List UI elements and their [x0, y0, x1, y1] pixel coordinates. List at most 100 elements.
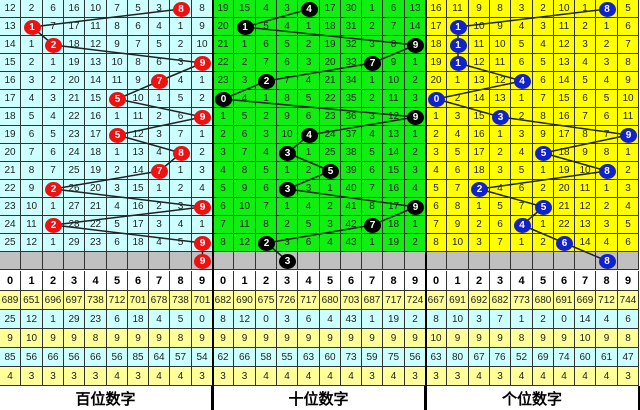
- drawn-digit-ball: 4: [300, 1, 318, 17]
- stat-cell: 8: [170, 329, 192, 348]
- stat-cell: 4: [298, 367, 320, 386]
- grid-cell: 4: [43, 108, 64, 126]
- grid-cell: 14: [85, 72, 107, 90]
- grid-cell: 18: [0, 108, 21, 126]
- digit-header: 5: [320, 271, 341, 291]
- grid-cell: 1: [596, 180, 618, 198]
- grid-cell: 6: [128, 18, 149, 36]
- grid-cell: 2: [298, 36, 320, 54]
- grid-cell: 2: [362, 90, 383, 108]
- grid-cell: 3: [256, 126, 277, 144]
- stat-cell: 14: [575, 310, 596, 329]
- grid-cell: 1: [533, 216, 554, 234]
- grid-cell: [511, 252, 533, 270]
- grid-cell: 6: [596, 108, 618, 126]
- grid-cell: 16: [85, 108, 107, 126]
- grid-cell: 7: [21, 144, 43, 162]
- drawn-digit-ball: 5: [109, 91, 126, 107]
- grid-cell: 4: [320, 234, 341, 252]
- grid-cell: 4: [511, 18, 533, 36]
- grid-cell: 5: [511, 162, 533, 180]
- stat-cell: 692: [469, 291, 490, 310]
- grid-cell: 6: [234, 126, 256, 144]
- grid-cell: 5: [170, 90, 192, 108]
- grid-cell: 7: [362, 180, 383, 198]
- drawn-digit-ball: 5: [535, 199, 552, 215]
- stat-cell: 4: [383, 367, 405, 386]
- stat-cell: 4: [256, 367, 277, 386]
- stat-cell: 10: [426, 329, 447, 348]
- stat-cell: 60: [320, 348, 341, 367]
- stat-cell: 3: [21, 367, 43, 386]
- grid-cell: 3: [533, 18, 554, 36]
- grid-cell: 18: [554, 144, 575, 162]
- grid-cell: 9: [618, 72, 639, 90]
- grid-cell: 10: [21, 198, 43, 216]
- stat-cell: 3: [85, 367, 107, 386]
- grid-cell: 3: [298, 180, 320, 198]
- stat-cell: 4: [170, 367, 192, 386]
- grid-cell: 25: [320, 144, 341, 162]
- grid-cell: 7: [533, 90, 554, 108]
- grid-cell: 9: [447, 216, 469, 234]
- digit-header: 6: [554, 271, 575, 291]
- grid-cell: 4: [405, 180, 426, 198]
- grid-cell: 10: [490, 36, 511, 54]
- drawn-digit-ball: 3: [492, 109, 509, 125]
- grid-cell: 3: [362, 36, 383, 54]
- stat-cell: 3: [447, 367, 469, 386]
- stat-cell: 3: [277, 310, 298, 329]
- stat-cell: 57: [170, 348, 192, 367]
- stat-cell: 9: [447, 329, 469, 348]
- stat-cell: 4: [149, 310, 170, 329]
- grid-cell: 4: [298, 72, 320, 90]
- grid-cell: 13: [490, 90, 511, 108]
- grid-cell: 3: [277, 234, 298, 252]
- grid-cell: 7: [43, 162, 64, 180]
- grid-cell: 1: [320, 180, 341, 198]
- grid-cell: 21: [85, 198, 107, 216]
- grid-cell: 15: [383, 162, 405, 180]
- grid-cell: 1: [149, 180, 170, 198]
- stat-cell: 8: [85, 329, 107, 348]
- grid-cell: 17: [383, 198, 405, 216]
- grid-cell: 10: [618, 90, 639, 108]
- grid-cell: 11: [383, 90, 405, 108]
- drawn-digit-ball: 2: [258, 73, 275, 89]
- grid-cell: 23: [320, 108, 341, 126]
- digit-header: 6: [341, 271, 362, 291]
- grid-cell: [256, 252, 277, 270]
- grid-cell: 21: [213, 36, 234, 54]
- grid-cell: 4: [149, 144, 170, 162]
- grid-cell: 4: [170, 216, 192, 234]
- grid-cell: 21: [64, 90, 85, 108]
- stat-cell: 9: [554, 329, 575, 348]
- grid-cell: 3: [575, 36, 596, 54]
- grid-cell: 4: [234, 90, 256, 108]
- grid-cell: 2: [213, 126, 234, 144]
- grid-cell: 3: [149, 216, 170, 234]
- grid-cell: 7: [43, 18, 64, 36]
- panel-label: 个位数字: [426, 386, 640, 410]
- grid-cell: 1: [277, 162, 298, 180]
- grid-cell: 1: [405, 126, 426, 144]
- grid-cell: 4: [298, 198, 320, 216]
- grid-cell: [0, 252, 21, 270]
- grid-cell: 2: [426, 126, 447, 144]
- grid-cell: 19: [85, 162, 107, 180]
- grid-cell: 6: [256, 36, 277, 54]
- drawn-digit-ball: 9: [407, 109, 424, 125]
- grid-cell: 9: [234, 180, 256, 198]
- stat-cell: 3: [405, 367, 426, 386]
- stat-cell: 75: [383, 348, 405, 367]
- grid-cell: 6: [511, 54, 533, 72]
- grid-cell: 39: [341, 162, 362, 180]
- digit-header: 6: [128, 271, 149, 291]
- grid-cell: 1: [511, 90, 533, 108]
- grid-cell: 6: [43, 144, 64, 162]
- grid-cell: 3: [469, 234, 490, 252]
- digit-header: 3: [64, 271, 85, 291]
- stat-cell: 2: [405, 310, 426, 329]
- grid-cell: 7: [511, 198, 533, 216]
- stat-cell: 9: [192, 329, 213, 348]
